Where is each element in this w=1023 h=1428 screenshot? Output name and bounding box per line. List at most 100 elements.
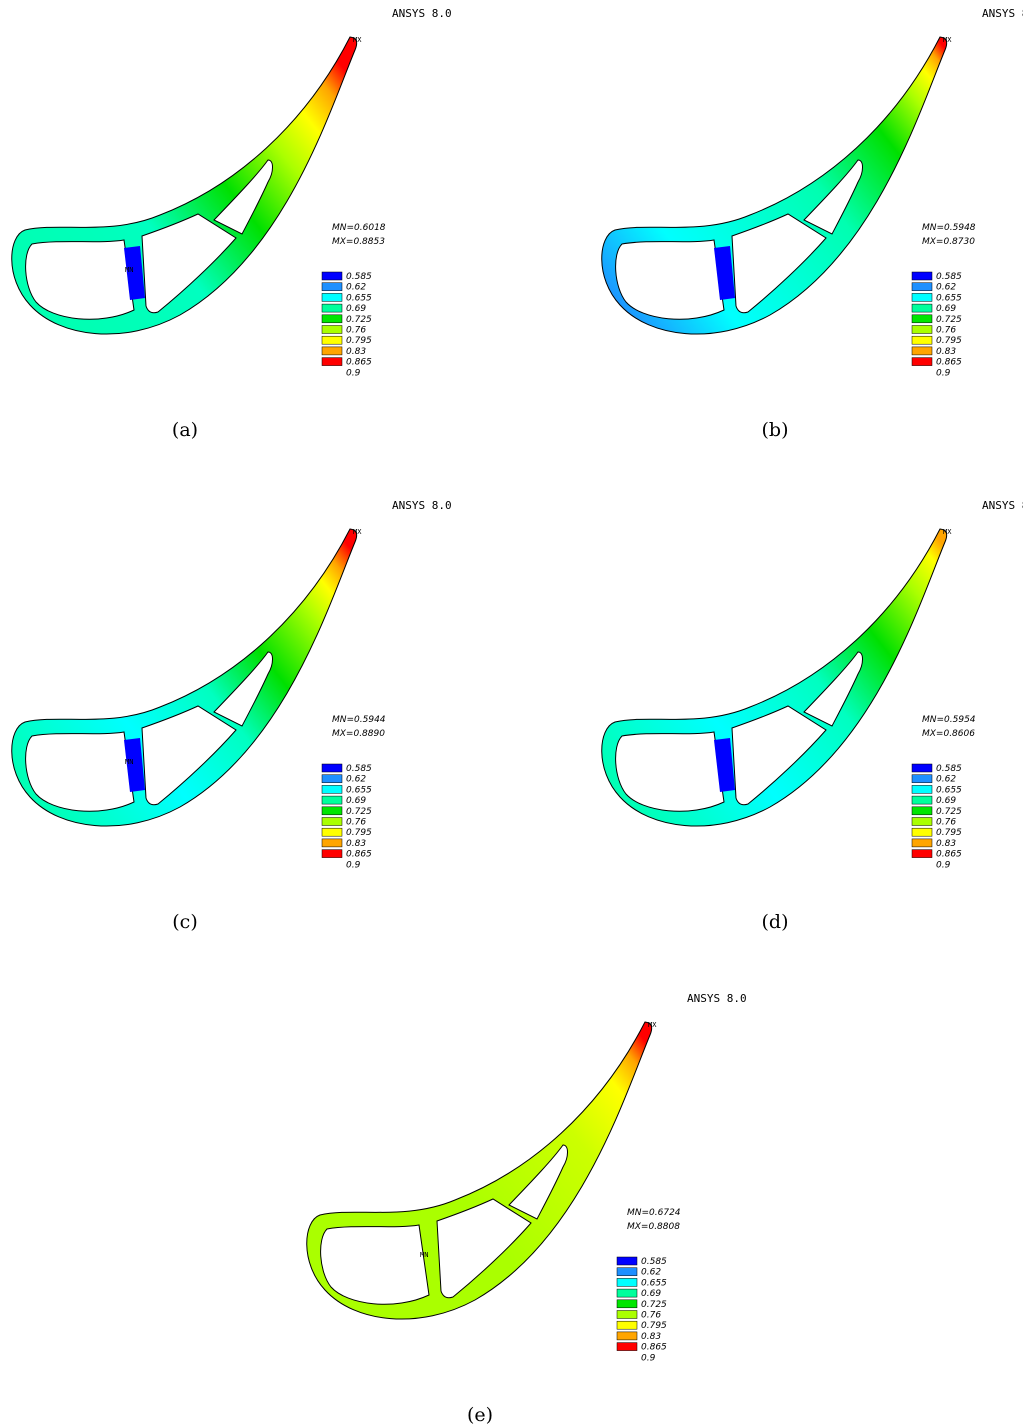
legend-swatch	[912, 293, 932, 301]
legend-label: 0.655	[346, 785, 372, 795]
legend-label: 0.655	[936, 785, 962, 795]
min-value: MN=0.6018	[332, 223, 386, 233]
legend-label: 0.76	[936, 818, 956, 828]
panel: ANSYS 8.0MXMN=0.5954MX=0.86060.5850.620.…	[602, 499, 1023, 933]
legend-label: 0.585	[641, 1257, 667, 1267]
mx-marker: MX	[353, 528, 362, 536]
legend-label: 0.69	[641, 1289, 661, 1299]
legend-label: 0.9	[346, 368, 361, 378]
legend-swatch	[912, 304, 932, 312]
mn-marker: MN	[420, 1251, 428, 1259]
legend-label: 0.62	[641, 1268, 661, 1278]
panel: ANSYS 8.0MXMNMN=0.6018MX=0.88530.5850.62…	[12, 7, 452, 441]
legend-swatch	[322, 283, 342, 291]
legend-label: 0.795	[936, 336, 962, 346]
mx-marker: MX	[648, 1021, 657, 1029]
legend-swatch	[322, 775, 342, 783]
legend-swatch	[617, 1257, 637, 1265]
blade	[12, 37, 357, 334]
mx-marker: MX	[943, 528, 952, 536]
legend-label: 0.585	[936, 272, 962, 282]
legend-swatch	[912, 839, 932, 847]
legend-swatch	[322, 850, 342, 858]
min-value: MN=0.6724	[627, 1208, 681, 1218]
caption: (d)	[762, 911, 789, 933]
legend-swatch	[322, 304, 342, 312]
max-value: MX=0.8853	[332, 237, 385, 247]
legend-swatch	[912, 272, 932, 280]
legend-swatch	[912, 326, 932, 334]
legend-label: 0.76	[346, 326, 366, 336]
legend-label: 0.69	[346, 304, 366, 314]
legend-label: 0.76	[936, 326, 956, 336]
legend-swatch	[617, 1332, 637, 1340]
caption: (c)	[172, 911, 197, 933]
panel: ANSYS 8.0MXMNMN=0.5944MX=0.88900.5850.62…	[12, 499, 452, 933]
legend-swatch	[322, 785, 342, 793]
legend-swatch	[322, 347, 342, 355]
legend-label: 0.725	[641, 1300, 667, 1310]
legend-swatch	[912, 796, 932, 804]
legend-swatch	[912, 818, 932, 826]
legend-label: 0.795	[641, 1321, 667, 1331]
legend-swatch	[617, 1289, 637, 1297]
legend-swatch	[617, 1311, 637, 1319]
header: ANSYS 8.0	[392, 499, 452, 512]
legend-label: 0.62	[346, 283, 366, 293]
legend-swatch	[617, 1300, 637, 1308]
caption: (a)	[172, 419, 198, 441]
legend-label: 0.83	[641, 1332, 661, 1342]
legend-label: 0.585	[346, 272, 372, 282]
mx-marker: MX	[353, 36, 362, 44]
legend-label: 0.795	[346, 828, 372, 838]
legend-label: 0.795	[346, 336, 372, 346]
legend-label: 0.865	[936, 358, 962, 368]
legend-label: 0.865	[346, 358, 372, 368]
legend-label: 0.83	[346, 347, 366, 357]
max-value: MX=0.8808	[627, 1222, 680, 1232]
legend-label: 0.62	[936, 283, 956, 293]
legend-swatch	[912, 785, 932, 793]
legend-swatch	[617, 1343, 637, 1351]
max-value: MX=0.8890	[332, 729, 385, 739]
legend-label: 0.795	[936, 828, 962, 838]
legend-label: 0.69	[936, 304, 956, 314]
legend-swatch	[912, 336, 932, 344]
mn-marker: MN	[125, 266, 133, 274]
legend-label: 0.83	[346, 839, 366, 849]
blade	[12, 529, 357, 826]
legend-swatch	[322, 818, 342, 826]
legend-swatch	[912, 775, 932, 783]
legend-swatch	[322, 272, 342, 280]
caption: (e)	[467, 1404, 493, 1426]
legend-label: 0.62	[936, 775, 956, 785]
blade	[602, 529, 947, 826]
legend-swatch	[617, 1268, 637, 1276]
legend-label: 0.83	[936, 347, 956, 357]
legend-swatch	[912, 807, 932, 815]
legend-label: 0.83	[936, 839, 956, 849]
legend-label: 0.69	[346, 796, 366, 806]
legend-label: 0.9	[936, 860, 951, 870]
legend-label: 0.725	[936, 315, 962, 325]
legend-swatch	[617, 1321, 637, 1329]
blade	[307, 1022, 652, 1319]
legend-swatch	[912, 283, 932, 291]
legend-swatch	[912, 347, 932, 355]
header: ANSYS 8.0	[687, 992, 747, 1005]
legend-swatch	[322, 807, 342, 815]
legend-label: 0.865	[641, 1343, 667, 1353]
header: ANSYS 8.0	[982, 7, 1023, 20]
legend-label: 0.69	[936, 796, 956, 806]
mx-marker: MX	[943, 36, 952, 44]
legend-label: 0.725	[346, 807, 372, 817]
legend-label: 0.62	[346, 775, 366, 785]
legend-label: 0.585	[936, 764, 962, 774]
min-value: MN=0.5948	[922, 223, 976, 233]
panel: ANSYS 8.0 MX MN MN=0.6724 MX=0.8808 0.5850.62…	[307, 992, 747, 1426]
legend-swatch	[322, 358, 342, 366]
legend-swatch	[322, 796, 342, 804]
legend-label: 0.655	[641, 1278, 667, 1288]
legend-label: 0.76	[346, 818, 366, 828]
legend-label: 0.725	[936, 807, 962, 817]
